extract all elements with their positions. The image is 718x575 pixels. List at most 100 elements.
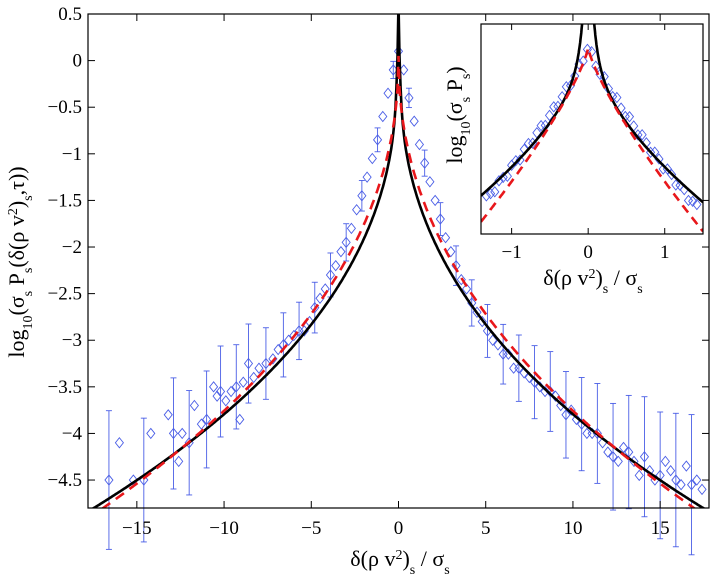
data-point — [441, 231, 451, 244]
main-y-tick-label: 0.5 — [58, 4, 82, 25]
data-point — [209, 381, 219, 393]
data-point — [378, 110, 388, 123]
inset-data-point — [561, 81, 571, 93]
data-point — [221, 395, 231, 407]
inset-x-tick-label: 0 — [583, 242, 593, 263]
inset-data-point — [494, 175, 504, 187]
inset-data-point — [692, 198, 702, 211]
data-point — [336, 245, 346, 258]
inset-x-tick-label: 1 — [660, 242, 670, 263]
data-point — [163, 409, 173, 421]
data-point — [273, 343, 283, 356]
data-point — [346, 222, 356, 235]
data-point — [676, 478, 686, 491]
data-point — [104, 474, 114, 486]
main-x-tick-label: 10 — [563, 518, 582, 539]
data-point — [582, 427, 592, 440]
data-point — [341, 236, 351, 249]
data-point — [435, 213, 445, 225]
inset-ticks — [511, 24, 666, 234]
inset-x-tick-labels: −1 0 1 — [502, 242, 670, 263]
data-point — [383, 87, 393, 99]
data-point — [268, 353, 278, 365]
data-point — [409, 115, 419, 127]
inset-x-tick-label: −1 — [502, 242, 522, 263]
data-point — [420, 157, 430, 169]
main-plot: −15 −10 −5 0 5 10 15 0.50−0.5−1−1.5−2−2.5−3−3.… — [4, 4, 710, 575]
main-x-tick-label: −10 — [209, 518, 239, 539]
data-point — [202, 413, 212, 426]
main-y-tick-label: −4.5 — [48, 470, 82, 491]
inset-plot: −1 0 1 δ(ρ v2)s / σs log10(σs Ps) — [442, 23, 704, 297]
data-point — [254, 362, 264, 374]
data-point — [666, 464, 676, 477]
data-point — [352, 204, 362, 216]
inset-red-fit-curve — [481, 44, 703, 233]
main-x-tick-label: 15 — [651, 518, 670, 539]
main-x-tick-label: −15 — [122, 518, 152, 539]
inset-data-point — [544, 109, 555, 122]
data-point — [561, 409, 571, 421]
inset-black-fit-curve — [481, 24, 703, 204]
data-point — [226, 385, 236, 398]
main-y-tick-label: −4 — [62, 423, 83, 444]
main-y-tick-label: −3 — [62, 330, 82, 351]
data-point — [618, 441, 629, 454]
data-point — [639, 451, 650, 463]
data-point — [215, 385, 226, 398]
data-point — [603, 446, 613, 458]
data-point — [671, 474, 681, 486]
data-point — [238, 376, 248, 388]
inset-data-point — [490, 186, 500, 198]
data-point — [461, 283, 472, 295]
main-y-tick-label: −2.5 — [48, 284, 82, 305]
inset-data-point — [515, 154, 525, 166]
inset-data-point — [549, 101, 559, 113]
data-point — [231, 381, 241, 393]
data-point — [634, 469, 644, 482]
data-point — [446, 245, 456, 258]
inset-data-point — [688, 195, 698, 208]
data-point — [284, 334, 294, 346]
main-x-tick-label: −5 — [301, 518, 321, 539]
data-point — [189, 399, 199, 412]
main-x-tick-label: 5 — [481, 518, 491, 539]
data-point — [477, 315, 487, 328]
data-point — [212, 390, 222, 402]
data-point — [168, 427, 179, 440]
main-y-tick-label: −0.5 — [48, 97, 82, 118]
main-x-axis-label: δ(ρ v2)s / σs — [350, 546, 449, 575]
data-point — [331, 259, 341, 272]
data-point — [362, 171, 372, 183]
main-x-tick-label: 0 — [394, 518, 404, 539]
data-point — [235, 413, 245, 426]
main-y-tick-labels: 0.5 0 −0.5 −1 −1.5 −2 −2.5 −3 −3.5 −4 −4.5 — [48, 4, 83, 491]
inset-data-point — [485, 187, 496, 200]
black-fit-curve — [91, 14, 706, 508]
data-point — [357, 190, 367, 202]
data-point — [425, 176, 435, 188]
inset-data-point — [637, 129, 647, 141]
inset-plot-frame — [480, 23, 704, 235]
data-point — [509, 362, 519, 374]
data-point — [372, 134, 383, 146]
red-fit-curve — [100, 55, 697, 508]
main-y-tick-label: −3.5 — [48, 377, 82, 398]
data-point — [686, 478, 697, 491]
data-point — [608, 451, 618, 463]
data-point — [177, 427, 187, 440]
inset-y-axis-label: log10(σs Ps) — [442, 66, 474, 163]
data-point — [404, 92, 414, 104]
data-point — [367, 152, 377, 165]
data-point — [681, 460, 691, 472]
inset-data-point — [536, 119, 546, 132]
data-point — [556, 399, 566, 412]
data-point — [456, 273, 466, 286]
data-point — [660, 455, 670, 468]
data-point — [114, 437, 124, 449]
main-y-tick-label: −1 — [62, 144, 82, 165]
inset-data-layer — [481, 24, 703, 233]
data-point — [414, 138, 425, 151]
inset-x-axis-label: δ(ρ v2)s / σs — [543, 265, 642, 297]
data-point — [196, 418, 206, 430]
